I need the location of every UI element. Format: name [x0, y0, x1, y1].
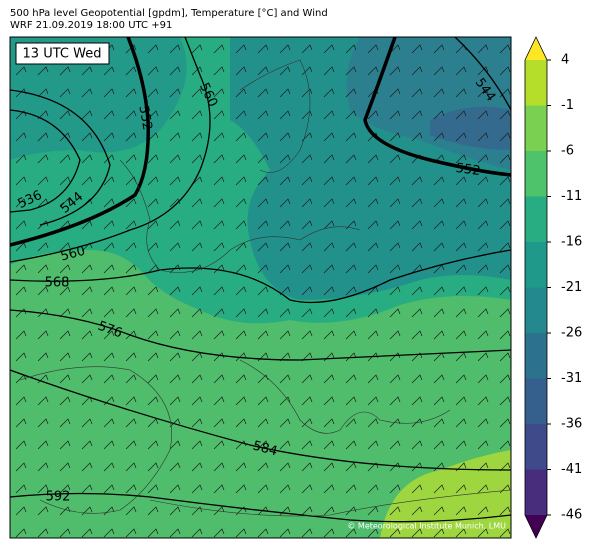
colorbar-band	[525, 196, 547, 242]
colorbar-band	[525, 469, 547, 515]
colorbar-band	[525, 424, 547, 470]
contour-label: 552	[455, 161, 482, 179]
colorbar-tick-label: -16	[561, 235, 582, 250]
wind-barbs	[10, 37, 511, 538]
colorbar-tick-label: -11	[561, 189, 582, 204]
credit: © Meteorological Institute Munich, LMU	[347, 522, 506, 531]
subtitle: WRF 21.09.2019 18:00 UTC +91	[10, 20, 172, 31]
colorbar-tick-label: -31	[561, 371, 582, 386]
colorbar-tick-label: -6	[561, 144, 574, 159]
colorbar-tick-label: -1	[561, 98, 574, 113]
colorbar-tick-label: -21	[561, 280, 582, 295]
contour-label: 568	[45, 276, 70, 291]
colorbar-tick-label: -36	[561, 417, 582, 432]
colorbar-tick-label: -46	[561, 508, 582, 523]
contour-label: 552	[135, 104, 154, 131]
contour-label: 592	[46, 490, 71, 505]
title: 500 hPa level Geopotential [gpdm], Tempe…	[10, 8, 328, 19]
colorbar-tick-label: -41	[561, 462, 582, 477]
colorbar-extend	[525, 37, 547, 60]
contours	[10, 37, 511, 523]
colorbar-band	[525, 287, 547, 333]
contour-label: 584	[251, 439, 279, 460]
colorbar-band	[525, 105, 547, 151]
colorbar: 4 -1 -6 -11 -16 -21 -26 -31 -36 -41 -46	[524, 36, 582, 539]
contour-label: 560	[59, 244, 87, 265]
colorbar-tick-label: -26	[561, 326, 582, 341]
colorbar-band	[525, 151, 547, 197]
map-frame	[9, 36, 512, 539]
coastlines	[19, 59, 511, 517]
colorbar-tick-label: 4	[561, 53, 569, 68]
time-label: 13 UTC Wed	[23, 47, 102, 62]
colorbar-band	[525, 333, 547, 379]
map	[10, 37, 511, 538]
time-box	[15, 42, 110, 65]
colorbar-band	[525, 242, 547, 288]
colorbar-extend	[525, 515, 547, 538]
colorbar-band	[525, 378, 547, 424]
colorbar-band	[525, 60, 547, 106]
